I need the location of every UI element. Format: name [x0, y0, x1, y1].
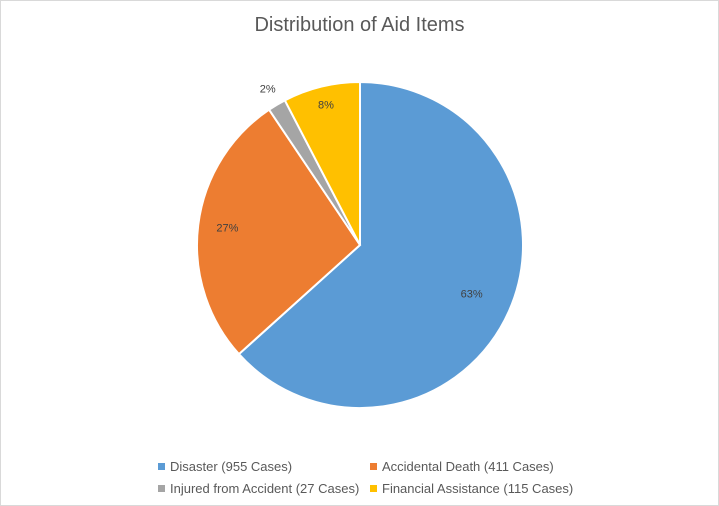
chart-title: Distribution of Aid Items — [254, 14, 465, 36]
pie-slice-financial-assistance — [283, 80, 361, 246]
data-label-financial-assistance: 8% — [318, 100, 334, 112]
legend-label-injured-from-accident: Injured from Accident (27 Cases) — [170, 480, 360, 496]
legend-swatch-accidental-death — [370, 462, 377, 470]
pie-slice-disaster — [237, 80, 524, 409]
legend-label-disaster: Disaster (955 Cases) — [170, 458, 293, 474]
data-label-injured-from-accident: 2% — [260, 83, 276, 95]
legend-item-financial-assistance: Financial Assistance (115 Cases) — [370, 481, 573, 496]
pie-chart: 63% 27% 2% 8% — [196, 80, 524, 409]
legend: Disaster (955 Cases) Accidental Death (4… — [158, 455, 598, 499]
legend-swatch-financial-assistance — [370, 484, 377, 492]
legend-item-disaster: Disaster (955 Cases) — [158, 459, 370, 474]
legend-swatch-injured-from-accident — [158, 484, 165, 492]
data-label-disaster: 63% — [461, 289, 483, 301]
legend-label-accidental-death: Accidental Death (411 Cases) — [382, 458, 554, 474]
legend-swatch-disaster — [158, 462, 165, 470]
data-label-accidental-death: 27% — [216, 223, 238, 235]
legend-item-accidental-death: Accidental Death (411 Cases) — [370, 459, 554, 474]
pie-slice-accidental-death — [196, 108, 362, 356]
legend-item-injured-from-accident: Injured from Accident (27 Cases) — [158, 481, 370, 496]
legend-label-financial-assistance: Financial Assistance (115 Cases) — [382, 480, 574, 496]
